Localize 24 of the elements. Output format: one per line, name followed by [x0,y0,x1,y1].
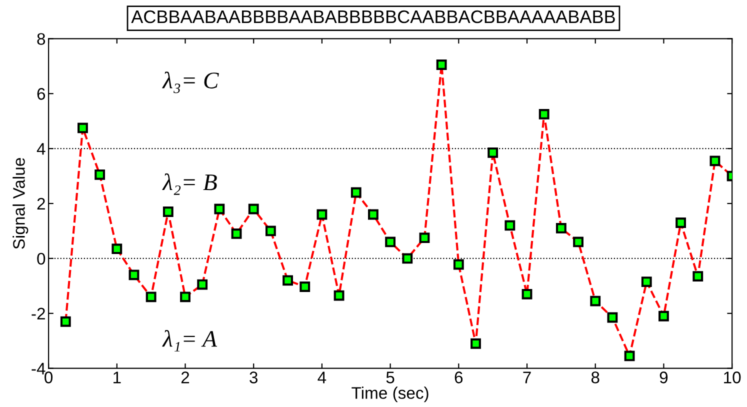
y-tick-label: 4 [36,143,46,155]
y-tick-label: 6 [37,88,46,100]
x-tick-label: 7 [523,372,531,384]
y-tick-label: 2 [37,198,45,210]
y-tick-label: -4 [32,362,46,374]
x-tick-label: 0 [44,372,53,384]
x-tick-label: 3 [250,372,258,384]
y-tick-label: 0 [37,252,46,265]
annotation: λ₁= A [162,330,218,352]
y-tick-label: -2 [32,308,45,320]
x-tick-label: 9 [660,372,668,384]
annotation: λ₃= C [162,72,219,94]
x-tick-label: 8 [591,372,600,384]
annotation: λ₂= B [162,173,217,195]
x-tick-label: 6 [454,372,463,384]
x-tick-label: 5 [386,372,394,384]
y-axis-title: Signal Value [12,158,28,249]
y-tick-label: 8 [37,33,46,45]
x-tick-label: 4 [318,372,326,384]
x-tick-label: 10 [724,372,741,384]
x-tick-label: 2 [181,372,190,384]
x-axis-title: Time (sec) [352,386,428,402]
x-tick-label: 1 [114,372,121,384]
chart-title: ACBBAABAABBBBAABABBBBBCAABBACBBAAAAABABB [131,10,615,24]
